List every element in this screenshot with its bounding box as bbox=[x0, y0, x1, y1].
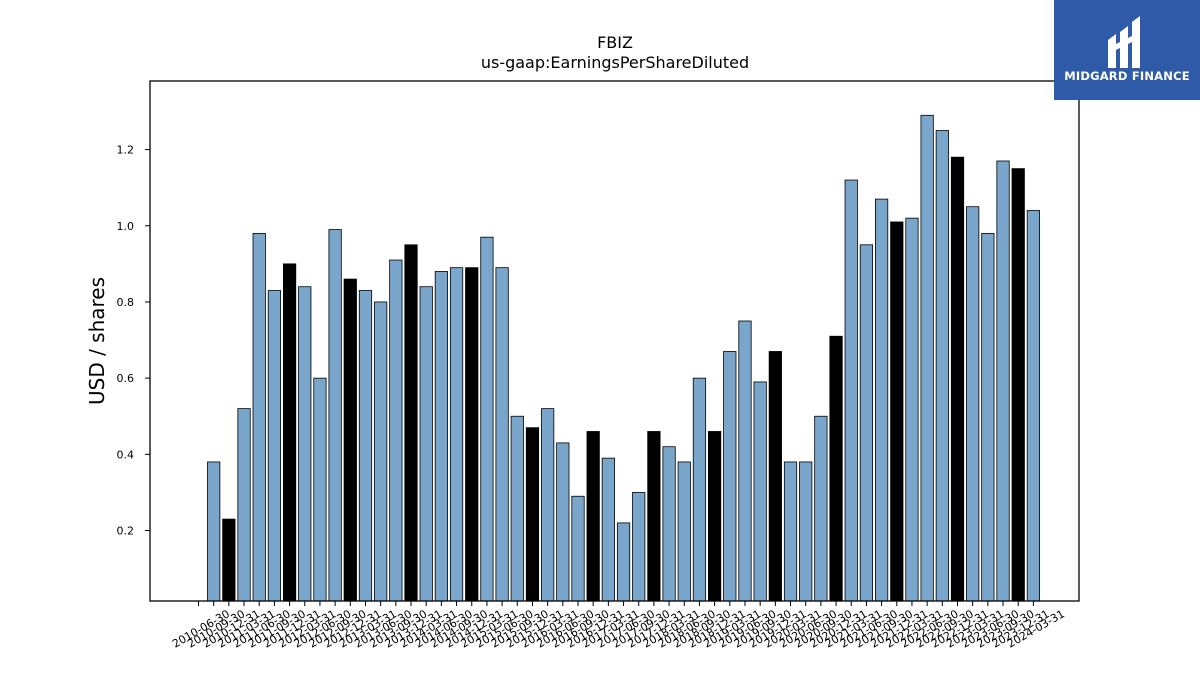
bar-2017-06-30 bbox=[616, 522, 631, 602]
bar-2015-09-30 bbox=[510, 415, 524, 602]
logo-text: MIDGARD FINANCE bbox=[1064, 69, 1190, 83]
y-axis-label: USD / shares bbox=[85, 277, 109, 405]
bar-2012-03-31 bbox=[298, 286, 312, 602]
bar-2018-12-31 bbox=[708, 431, 722, 602]
bars bbox=[207, 114, 1040, 602]
bar-2011-09-30 bbox=[267, 290, 282, 602]
bar-2011-03-31 bbox=[237, 408, 251, 602]
bar-2015-03-31 bbox=[480, 236, 494, 602]
bar-2018-03-31 bbox=[662, 446, 676, 602]
bar-2016-09-30 bbox=[571, 495, 585, 602]
bar-2020-09-30 bbox=[814, 415, 828, 602]
bar-2018-09-30 bbox=[692, 377, 707, 602]
bar-2017-03-31 bbox=[601, 457, 615, 602]
y-tick-label: 0.4 bbox=[117, 448, 135, 461]
bar-2021-06-30 bbox=[859, 244, 874, 602]
y-tick-label: 0.2 bbox=[117, 525, 135, 538]
y-tick-label: 1.0 bbox=[117, 220, 135, 233]
bar-2022-06-30 bbox=[920, 114, 934, 602]
bar-2014-09-30 bbox=[449, 267, 464, 602]
bar-2010-09-30 bbox=[207, 461, 221, 602]
bar-2021-12-31 bbox=[890, 221, 904, 602]
bar-2014-12-31 bbox=[465, 267, 479, 602]
bar-2010-12-31 bbox=[222, 518, 236, 602]
bar-2017-12-31 bbox=[647, 431, 661, 602]
bar-2019-06-30 bbox=[738, 320, 752, 602]
bar-2016-06-30 bbox=[556, 442, 570, 602]
bar-2023-12-31 bbox=[1011, 168, 1025, 602]
bar-2015-06-30 bbox=[495, 267, 509, 602]
chart-subtitle: us-gaap:EarningsPerShareDiluted bbox=[481, 53, 749, 72]
bar-2020-12-31 bbox=[829, 335, 843, 602]
bar-2022-12-31 bbox=[950, 156, 965, 602]
bar-2021-09-30 bbox=[875, 198, 889, 602]
bar-2016-03-31 bbox=[541, 408, 555, 602]
plot-frame bbox=[149, 80, 1080, 602]
y-tick-label: 0.6 bbox=[117, 372, 135, 385]
bar-2018-06-30 bbox=[677, 461, 691, 602]
bar-2012-06-30 bbox=[313, 377, 327, 602]
bar-2022-03-31 bbox=[905, 217, 919, 602]
y-axis: 0.2 0.4 0.6 0.8 1.0 1.2 bbox=[117, 144, 150, 538]
bar-2012-12-31 bbox=[343, 278, 357, 602]
bar-2013-09-30 bbox=[389, 259, 403, 602]
bar-2014-06-30 bbox=[434, 271, 448, 602]
bar-2019-09-30 bbox=[753, 381, 767, 602]
midgard-finance-logo: MIDGARD FINANCE bbox=[1054, 0, 1200, 100]
bar-2021-03-31 bbox=[844, 179, 858, 602]
bar-2012-09-30 bbox=[328, 229, 342, 602]
bar-2013-06-30 bbox=[374, 301, 388, 602]
bar-2011-12-31 bbox=[282, 263, 297, 602]
bar-2017-09-30 bbox=[632, 492, 646, 602]
bar-2011-06-30 bbox=[252, 232, 266, 602]
y-tick-label: 0.8 bbox=[117, 296, 135, 309]
bar-2016-12-31 bbox=[586, 431, 600, 602]
bar-2023-09-30 bbox=[996, 160, 1010, 602]
bar-2020-03-31 bbox=[783, 461, 798, 602]
bar-2013-03-31 bbox=[358, 290, 373, 602]
chart-title: FBIZ bbox=[597, 33, 633, 52]
bar-2019-12-31 bbox=[768, 351, 782, 602]
bar-2020-06-30 bbox=[799, 461, 813, 602]
bar-2019-03-31 bbox=[723, 351, 737, 602]
y-tick-label: 1.2 bbox=[117, 144, 135, 157]
bar-2023-03-31 bbox=[966, 206, 980, 602]
bar-2024-03-31 bbox=[1026, 210, 1040, 602]
bar-2015-12-31 bbox=[525, 427, 540, 602]
bar-2023-06-30 bbox=[981, 232, 995, 602]
bar-2013-12-31 bbox=[404, 244, 418, 602]
bar-2022-09-30 bbox=[935, 130, 949, 602]
bar-2014-03-31 bbox=[419, 286, 433, 602]
x-axis: 2010-06-302010-09-302010-12-312011-03-31… bbox=[170, 601, 1067, 651]
logo-mark-icon bbox=[1108, 16, 1140, 68]
